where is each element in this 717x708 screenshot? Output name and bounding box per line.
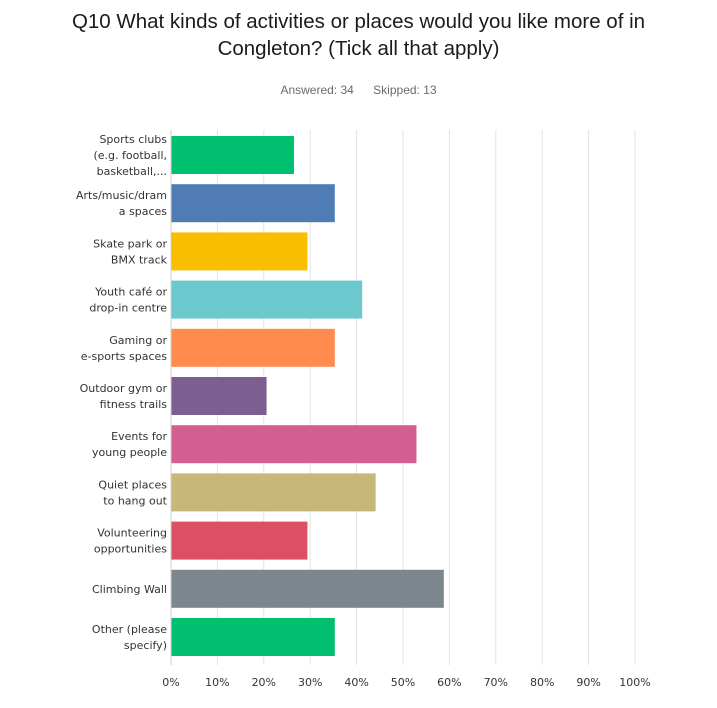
bar	[171, 473, 376, 512]
category-label: Skate park or BMX track	[93, 237, 167, 266]
category-label: Sports clubs (e.g. football, basketball,..…	[93, 133, 167, 178]
chart-title-line-2: Congleton? (Tick all that apply)	[217, 37, 500, 60]
x-axis-ticks: 0% 10% 20% 30% 40% 50% 60% 70% 80% 90% 100%	[162, 676, 650, 689]
x-tick-label: 90%	[576, 676, 600, 689]
x-tick-label: 10%	[205, 676, 229, 689]
category-label-line: Climbing Wall	[92, 583, 167, 596]
bar	[171, 377, 267, 415]
category-label-line: young people	[92, 446, 167, 459]
category-label-line: (e.g. football,	[93, 149, 167, 162]
skipped-count: Skipped: 13	[373, 83, 437, 97]
category-label-line: Events for	[111, 430, 167, 443]
category-label-line: Skate park or	[93, 237, 167, 250]
category-label: Youth café or drop-in centre	[89, 286, 167, 315]
category-label-line: drop-in centre	[89, 302, 167, 315]
bar	[171, 232, 308, 271]
category-label: Events for young people	[92, 430, 167, 459]
category-label: Arts/music/dram a spaces	[76, 189, 167, 218]
chart-title: Q10 What kinds of activities or places w…	[0, 8, 717, 62]
bars	[171, 136, 444, 656]
bar	[171, 184, 335, 223]
x-tick-label: 50%	[391, 676, 415, 689]
bar	[171, 136, 294, 174]
category-label-line: basketball,...	[97, 165, 167, 178]
category-label-line: Youth café or	[94, 286, 167, 299]
answered-count: Answered: 34	[280, 83, 354, 97]
category-label: Other (please specify)	[92, 623, 167, 652]
x-tick-label: 60%	[437, 676, 461, 689]
category-labels: Sports clubs (e.g. football, basketball,..…	[76, 133, 168, 652]
x-tick-label: 40%	[344, 676, 368, 689]
category-label: Outdoor gym or fitness trails	[80, 382, 168, 411]
chart-title-line-1: Q10 What kinds of activities or places w…	[71, 10, 646, 33]
bar	[171, 328, 335, 367]
category-label-line: Outdoor gym or	[80, 382, 168, 395]
bar	[171, 618, 335, 656]
bar	[171, 425, 417, 464]
category-label: Climbing Wall	[92, 583, 167, 596]
category-label-line: Other (please	[92, 623, 167, 636]
category-label-line: Gaming or	[109, 334, 167, 347]
bar	[171, 280, 363, 319]
response-summary: Answered: 34 Skipped: 13	[0, 83, 717, 97]
x-tick-label: 70%	[484, 676, 508, 689]
category-label-line: opportunities	[94, 543, 167, 556]
category-label-line: BMX track	[111, 253, 168, 266]
bar	[171, 569, 444, 608]
x-tick-label: 80%	[530, 676, 554, 689]
gridlines	[216, 130, 636, 665]
category-label-line: Quiet places	[98, 478, 167, 491]
category-label-line: fitness trails	[100, 398, 168, 411]
category-label-line: a spaces	[119, 205, 168, 218]
category-label-line: Arts/music/dram	[76, 189, 167, 202]
category-label: Gaming or e-sports spaces	[81, 334, 168, 363]
x-tick-label: 100%	[619, 676, 650, 689]
category-label-line: specify)	[124, 639, 167, 652]
category-label-line: Sports clubs	[99, 133, 167, 146]
x-tick-label: 30%	[298, 676, 322, 689]
x-tick-label: 0%	[162, 676, 179, 689]
category-label-line: to hang out	[103, 494, 167, 507]
bar	[171, 521, 308, 560]
category-label-line: Volunteering	[97, 527, 167, 540]
category-label: Quiet places to hang out	[98, 478, 167, 507]
category-label: Volunteering opportunities	[94, 527, 167, 556]
x-tick-label: 20%	[252, 676, 276, 689]
category-label-line: e-sports spaces	[81, 350, 168, 363]
